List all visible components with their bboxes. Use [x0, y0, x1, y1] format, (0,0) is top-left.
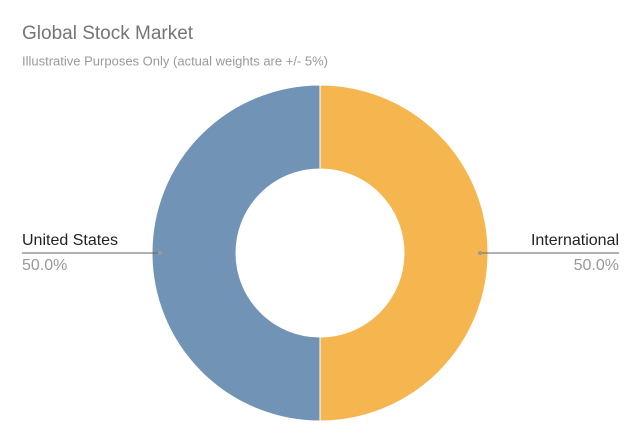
- slice-label: International: [531, 232, 619, 249]
- chart-title: Global Stock Market: [22, 23, 194, 44]
- slice-label: United States: [22, 232, 118, 249]
- slice: [319, 84, 489, 422]
- value-label: 50.0%: [22, 257, 67, 274]
- slice: [151, 84, 321, 422]
- leader-dot: [158, 251, 162, 255]
- value-label: 50.0%: [574, 257, 619, 274]
- chart-subtitle: Illustrative Purposes Only (actual weigh…: [22, 53, 328, 68]
- leader-dot: [478, 251, 482, 255]
